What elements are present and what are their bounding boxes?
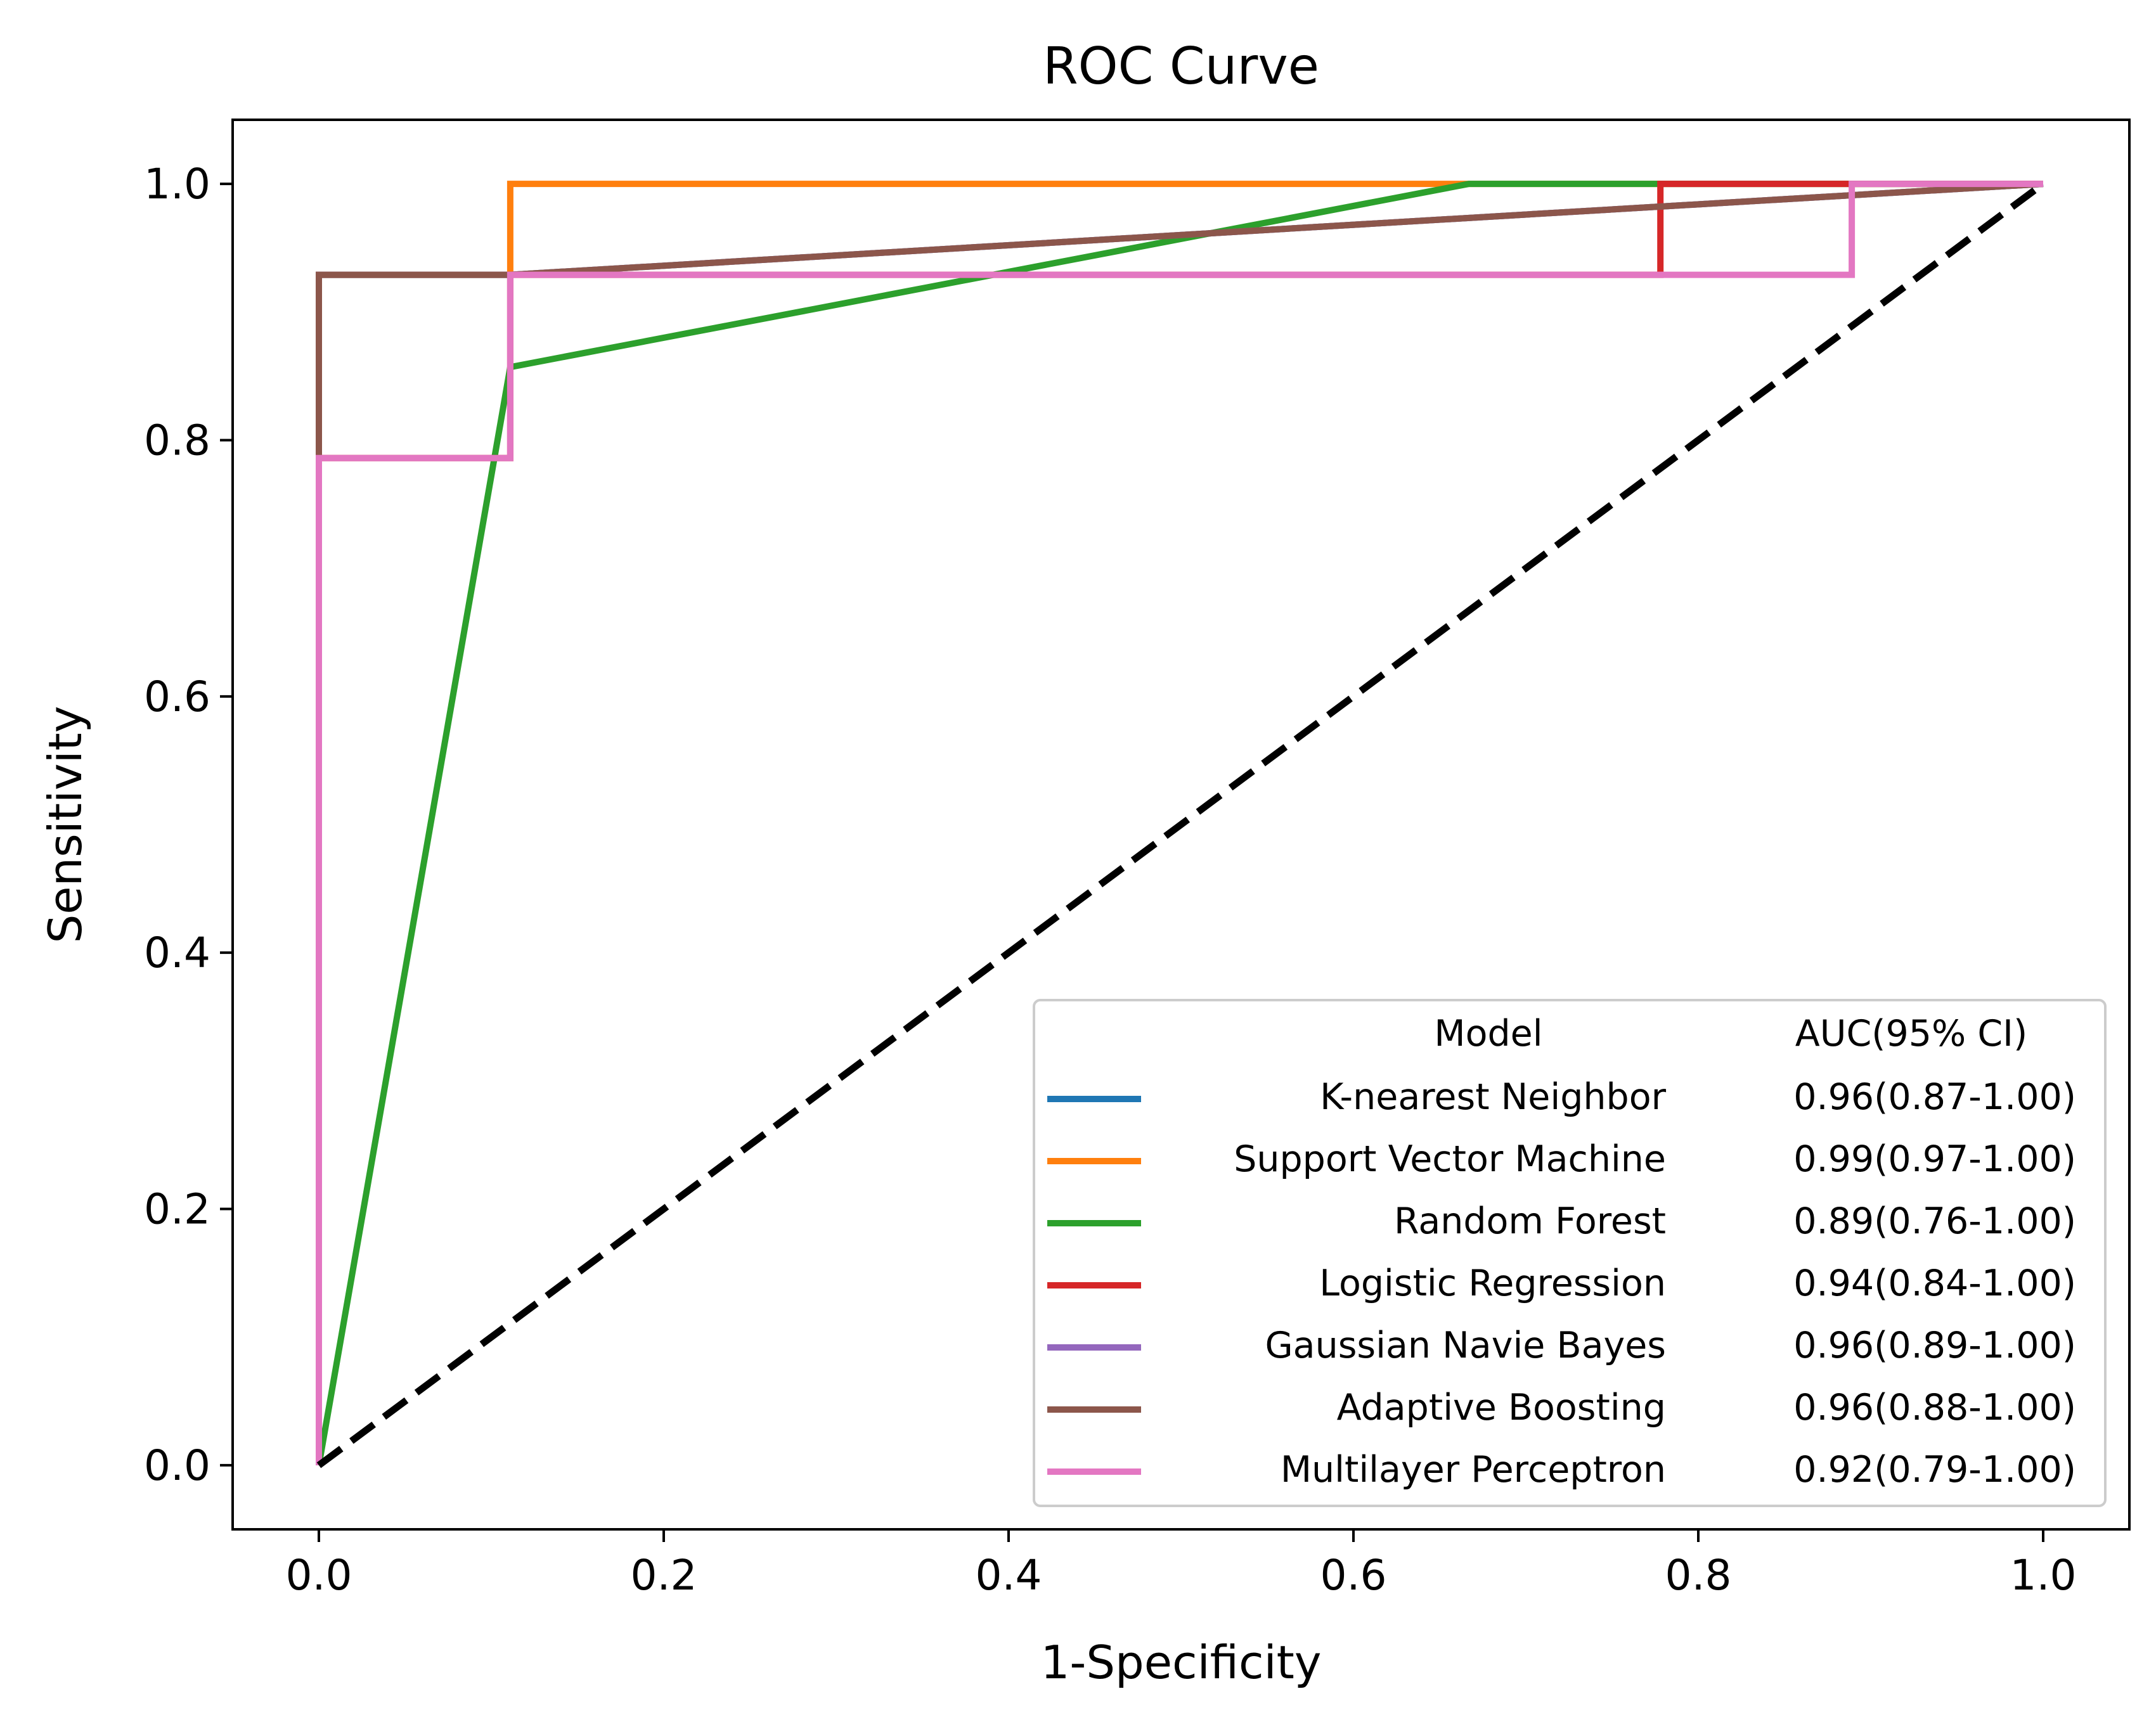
x-tick-label: 0.8 xyxy=(1665,1551,1732,1600)
legend-label-random-forest: Random Forest xyxy=(1394,1200,1666,1242)
x-tick-label: 0.0 xyxy=(286,1551,352,1600)
legend-header-auc: AUC(95% CI) xyxy=(1795,1013,2027,1055)
y-axis: 0.0 0.2 0.4 0.6 0.8 1.0 xyxy=(144,160,233,1490)
legend: Model AUC(95% CI) K-nearest Neighbor 0.96… xyxy=(1033,999,2107,1507)
legend-auc-support-vector-machine: 0.99(0.97-1.00) xyxy=(1793,1138,2076,1180)
plot-frame xyxy=(231,119,2131,1531)
legend-auc-k-nearest-neighbor: 0.96(0.87-1.00) xyxy=(1793,1076,2076,1118)
y-tick-label: 0.6 xyxy=(144,672,210,721)
legend-entries: K-nearest Neighbor 0.96(0.87-1.00) Support… xyxy=(1047,1076,2076,1491)
legend-label-logistic-regression: Logistic Regression xyxy=(1319,1263,1666,1304)
y-tick-label: 0.2 xyxy=(144,1185,210,1234)
legend-auc-logistic-regression: 0.94(0.84-1.00) xyxy=(1793,1263,2076,1304)
legend-label-gaussian-navie-bayes: Gaussian Navie Bayes xyxy=(1265,1325,1666,1366)
legend-auc-adaptive-boosting: 0.96(0.88-1.00) xyxy=(1793,1387,2076,1429)
reference-diagonal-line xyxy=(316,181,2046,1468)
y-tick-label: 0.8 xyxy=(144,416,210,465)
chart-title: ROC Curve xyxy=(1043,37,1319,96)
x-tick-label: 0.4 xyxy=(976,1551,1042,1600)
series-line-multilayer-perceptron xyxy=(316,181,2043,1465)
y-tick-label: 1.0 xyxy=(144,160,210,209)
legend-auc-multilayer-perceptron: 0.92(0.79-1.00) xyxy=(1793,1449,2076,1491)
series-layer xyxy=(316,181,2046,1468)
x-axis-label: 1-Specificity xyxy=(1041,1636,1322,1689)
legend-auc-gaussian-navie-bayes: 0.96(0.89-1.00) xyxy=(1793,1325,2076,1366)
x-tick-label: 0.6 xyxy=(1320,1551,1387,1600)
x-axis: 0.0 0.2 0.4 0.6 0.8 1.0 xyxy=(286,1529,2077,1600)
y-tick-label: 0.0 xyxy=(144,1441,210,1490)
y-axis-label: Sensitivity xyxy=(39,706,92,944)
legend-label-adaptive-boosting: Adaptive Boosting xyxy=(1337,1387,1666,1429)
legend-header-model: Model xyxy=(1434,1013,1542,1055)
legend-auc-random-forest: 0.89(0.76-1.00) xyxy=(1793,1200,2076,1242)
y-tick-label: 0.4 xyxy=(144,928,210,977)
legend-label-k-nearest-neighbor: K-nearest Neighbor xyxy=(1320,1076,1666,1118)
plot-area xyxy=(316,181,2046,1468)
x-tick-label: 0.2 xyxy=(631,1551,697,1600)
legend-label-support-vector-machine: Support Vector Machine xyxy=(1234,1138,1666,1180)
legend-label-multilayer-perceptron: Multilayer Perceptron xyxy=(1281,1449,1666,1491)
legend-frame xyxy=(1033,999,2107,1507)
x-tick-label: 1.0 xyxy=(2010,1551,2077,1600)
